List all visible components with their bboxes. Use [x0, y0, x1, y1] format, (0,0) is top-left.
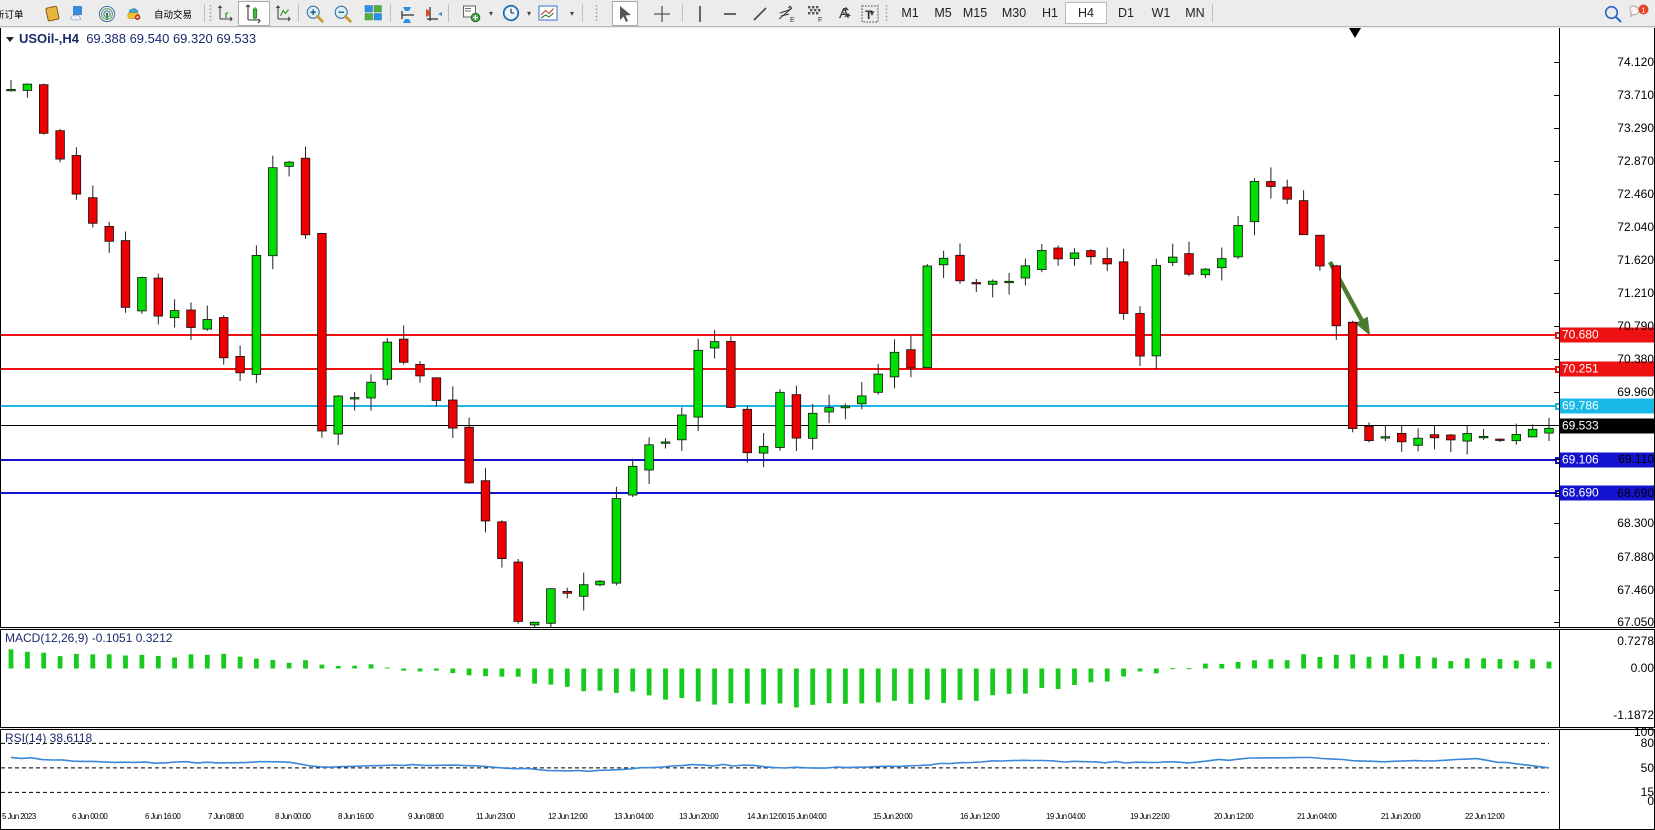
svg-text:1: 1: [1641, 5, 1645, 14]
svg-text:F: F: [818, 17, 822, 23]
svg-text:E: E: [790, 17, 795, 24]
